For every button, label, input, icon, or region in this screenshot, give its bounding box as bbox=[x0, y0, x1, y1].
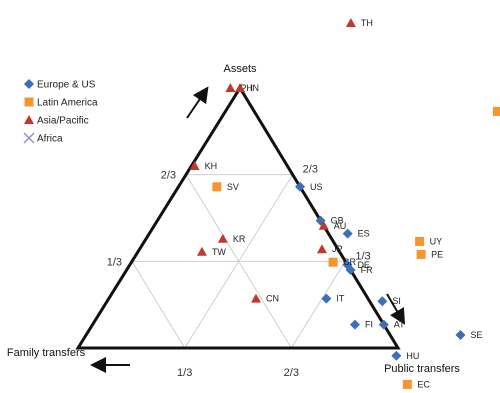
point-label-pe: PE bbox=[431, 249, 443, 259]
legend-marker-europe-us bbox=[24, 79, 34, 89]
triangle-frame bbox=[75, 85, 401, 350]
point-us bbox=[295, 181, 306, 192]
data-points: USGBESDEFRITSIFIATSEHUSVMXUYPECRBRECTHPH… bbox=[189, 18, 500, 389]
point-cn bbox=[250, 293, 261, 303]
point-label-sv: SV bbox=[227, 182, 239, 192]
point-at bbox=[378, 319, 389, 330]
point-es bbox=[342, 228, 353, 239]
assets-arrow bbox=[186, 86, 209, 119]
point-label-cr: CR bbox=[343, 257, 356, 267]
top-axis-title: Assets bbox=[223, 63, 257, 75]
point-label-us: US bbox=[310, 182, 323, 192]
point-label-hu: HU bbox=[406, 351, 419, 361]
point-fi bbox=[349, 319, 360, 330]
point-label-tw: TW bbox=[212, 247, 226, 257]
tick-bottom-1: 2/3 bbox=[284, 367, 299, 379]
point-jp bbox=[316, 244, 327, 254]
axis-arrows bbox=[90, 86, 406, 373]
point-sv bbox=[212, 182, 222, 192]
legend-label-latin-america: Latin America bbox=[37, 98, 98, 109]
legend-marker-africa bbox=[23, 132, 35, 144]
tick-right-1: 1/3 bbox=[355, 250, 370, 262]
point-label-fr: FR bbox=[361, 265, 373, 275]
point-hu bbox=[391, 350, 402, 361]
grid-family-1 bbox=[185, 174, 292, 349]
point-ec bbox=[402, 379, 412, 389]
point-cr bbox=[328, 257, 338, 267]
grid-public-2 bbox=[290, 261, 346, 349]
point-label-kr: KR bbox=[233, 234, 246, 244]
point-label-si: SI bbox=[392, 296, 401, 306]
tick-bottom-2: 1/3 bbox=[177, 367, 192, 379]
legend: Europe & US Latin America Asia/Pacific Afri… bbox=[23, 79, 98, 145]
tick-labels: 2/3 1/3 1/3 2/3 2/3 1/3 bbox=[107, 164, 371, 379]
point-se bbox=[455, 330, 466, 340]
point-label-gb: GB bbox=[331, 216, 344, 226]
point-label-es: ES bbox=[358, 229, 370, 239]
point-mx bbox=[492, 106, 500, 116]
grid-lines bbox=[131, 174, 346, 349]
point-label-th: TH bbox=[361, 18, 373, 28]
point-label-uy: UY bbox=[430, 236, 443, 246]
point-it bbox=[321, 293, 332, 304]
point-pe bbox=[416, 249, 426, 259]
point-label-ec: EC bbox=[417, 379, 430, 389]
point-fr bbox=[345, 265, 356, 275]
point-uy bbox=[415, 236, 425, 246]
left-axis-title: Family transfers bbox=[7, 347, 86, 359]
point-label-au: AU bbox=[334, 221, 347, 231]
point-th bbox=[345, 18, 356, 27]
point-label-jp: JP bbox=[332, 244, 343, 254]
point-label-in: IN bbox=[250, 83, 259, 93]
point-in bbox=[235, 83, 245, 92]
point-label-fi: FI bbox=[365, 320, 373, 330]
tick-left-1: 2/3 bbox=[161, 170, 176, 182]
point-label-se: SE bbox=[471, 330, 483, 340]
tick-right-2: 2/3 bbox=[303, 164, 318, 176]
point-si bbox=[377, 296, 388, 307]
point-label-kh: KH bbox=[205, 161, 218, 171]
point-label-de: DE bbox=[357, 260, 370, 270]
legend-label-africa: Africa bbox=[37, 134, 63, 145]
point-tw bbox=[196, 246, 207, 256]
right-axis-title: Public transfers bbox=[384, 363, 460, 375]
point-au bbox=[318, 220, 329, 230]
point-kr bbox=[217, 233, 228, 243]
point-label-at: AT bbox=[394, 320, 405, 330]
legend-marker-latin-america bbox=[24, 97, 34, 107]
point-label-cn: CN bbox=[266, 294, 279, 304]
legend-label-europe-us: Europe & US bbox=[37, 80, 96, 91]
point-label-ph: PH bbox=[240, 83, 253, 93]
point-label-it: IT bbox=[336, 294, 345, 304]
grid-family-2 bbox=[131, 261, 186, 349]
tick-left-2: 1/3 bbox=[107, 256, 122, 268]
public-transfers-arrow bbox=[386, 293, 406, 325]
legend-label-asia-pacific: Asia/Pacific bbox=[37, 116, 89, 127]
point-ph bbox=[225, 83, 236, 92]
point-kh bbox=[189, 161, 200, 170]
legend-marker-asia-pacific bbox=[24, 115, 34, 124]
